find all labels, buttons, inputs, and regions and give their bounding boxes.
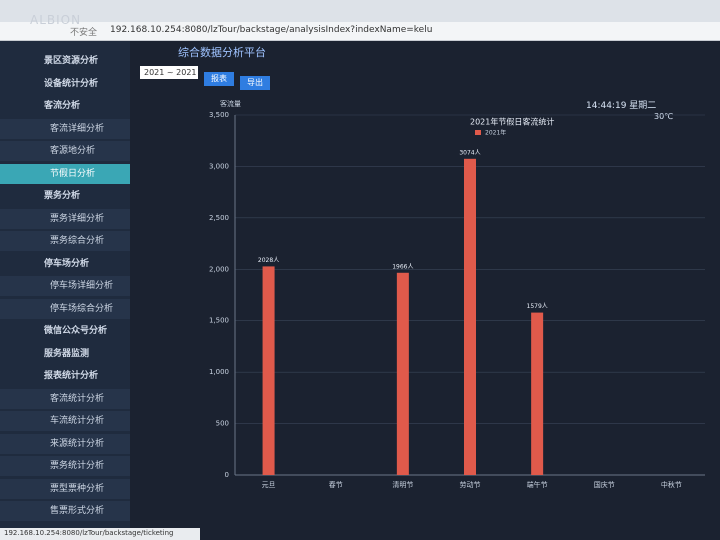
menu-item[interactable]: 节假日分析 — [0, 163, 130, 184]
x-tick-label: 清明节 — [392, 480, 413, 489]
menu-item[interactable]: 票务综合分析 — [0, 231, 130, 251]
y-tick-label: 500 — [216, 420, 229, 428]
status-bar: 192.168.10.254:8080/lzTour/backstage/tic… — [0, 528, 200, 540]
value-label: 2028人 — [258, 257, 279, 264]
menu-item[interactable]: 停车场详细分析 — [0, 276, 130, 296]
value-label: 3074人 — [459, 149, 480, 156]
menu-item[interactable]: 设备统计分析 — [44, 78, 99, 89]
x-tick-label: 中秋节 — [661, 480, 682, 489]
menu-item[interactable]: 客流分析 — [44, 101, 81, 111]
menu-item[interactable]: 服务器监测 — [44, 348, 90, 359]
menu-item[interactable]: 停车场分析 — [44, 258, 90, 269]
url[interactable]: 192.168.10.254:8080/lzTour/backstage/ana… — [110, 25, 433, 35]
menu-item[interactable]: 客流统计分析 — [0, 388, 130, 409]
menu-item[interactable]: 票务详细分析 — [0, 208, 130, 229]
x-tick-label: 元旦 — [262, 481, 276, 489]
menu-item[interactable]: 报表统计分析 — [44, 371, 99, 381]
menu-item[interactable]: 售票形式分析 — [0, 501, 130, 521]
value-label: 1579人 — [527, 303, 548, 310]
temperature: 30℃ — [654, 112, 674, 121]
bar — [464, 158, 476, 475]
status-url: 192.168.10.254:8080/lzTour/backstage/tic… — [4, 529, 174, 537]
sidebar: ALBION 景区资源分析 设备统计分析 客流分析客流详细分析 客源地分析 节假日分析票… — [0, 13, 130, 540]
value-label: 1966人 — [392, 263, 413, 270]
legend-label: 2021年 — [485, 129, 506, 137]
menu-item[interactable]: 票型票种分析 — [0, 478, 130, 499]
x-tick-label: 春节 — [329, 480, 343, 489]
bar — [531, 312, 544, 475]
y-axis-label: 客流量 — [220, 99, 241, 108]
y-tick-label: 3,500 — [209, 111, 229, 119]
menu-item[interactable]: 客源地分析 — [0, 141, 130, 161]
menu-item[interactable]: 车流统计分析 — [0, 411, 130, 431]
logo: ALBION — [30, 13, 82, 27]
y-tick-label: 0 — [225, 471, 229, 479]
legend-swatch — [475, 130, 481, 135]
menu-item[interactable]: 微信公众号分析 — [44, 326, 108, 336]
date-range-input[interactable]: 2021 ~ 2021 — [140, 66, 198, 79]
y-tick-label: 2,000 — [209, 265, 229, 273]
address-bar[interactable]: 不安全 192.168.10.254:8080/lzTour/backstage… — [0, 22, 720, 41]
bar — [262, 266, 275, 475]
x-tick-label: 端午节 — [527, 480, 548, 489]
report-button[interactable]: 报表 — [204, 72, 234, 86]
menu-item[interactable]: 票务统计分析 — [0, 456, 130, 476]
chart-title: 2021年节假日客流统计 — [470, 117, 554, 127]
menu-item[interactable]: 停车场综合分析 — [0, 298, 130, 319]
y-tick-label: 1,000 — [209, 368, 229, 376]
page-title: 综合数据分析平台 — [178, 46, 266, 59]
security-label: 不安全 — [70, 28, 98, 38]
bar — [396, 272, 409, 475]
chart: 2021年节假日客流统计 客流量 0 500 1,000 1,500 2,000 2,50… — [209, 99, 705, 489]
clock: 14:44:19 星期二 — [586, 101, 657, 111]
menu-item[interactable]: 客流详细分析 — [0, 118, 130, 139]
menu-item[interactable]: 景区资源分析 — [44, 56, 99, 66]
menu-item[interactable]: 来源统计分析 — [0, 433, 130, 454]
y-tick-label: 3,000 — [209, 162, 229, 170]
y-tick-label: 1,500 — [209, 317, 229, 325]
tab-bar — [0, 0, 720, 22]
export-button[interactable]: 导出 — [240, 76, 270, 90]
x-tick-label: 劳动节 — [460, 480, 481, 489]
x-tick-label: 国庆节 — [594, 480, 615, 489]
y-tick-label: 2,500 — [209, 214, 229, 222]
menu-item[interactable]: 票务分析 — [44, 191, 81, 201]
